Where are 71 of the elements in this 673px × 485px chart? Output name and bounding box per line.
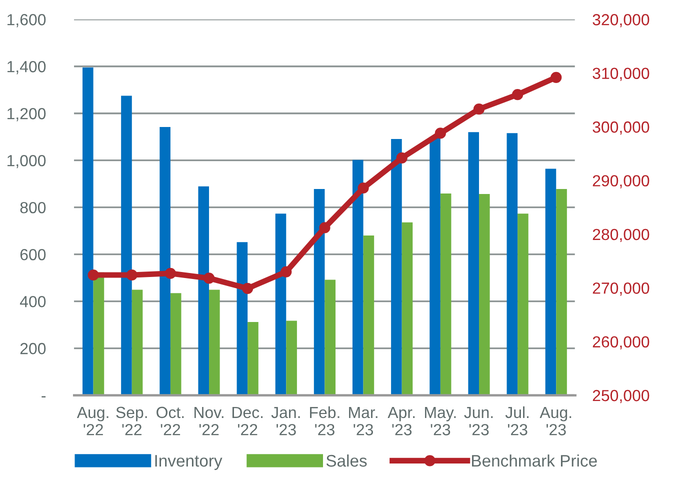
- x-tick-label: Dec. '22: [232, 406, 263, 436]
- bar: [121, 96, 132, 396]
- point: [126, 269, 138, 281]
- bar: [556, 189, 567, 396]
- x-tick-label: Jul. '23: [505, 406, 529, 436]
- point: [550, 72, 562, 83]
- bar: [440, 193, 452, 396]
- y-tick-label: 600: [20, 248, 46, 260]
- y2-tick-label: 290,000: [592, 175, 650, 188]
- point: [358, 182, 369, 194]
- bar: [170, 293, 182, 396]
- x-tick-label: Jun. '23: [464, 406, 493, 436]
- y2-tick-label: 300,000: [592, 121, 650, 135]
- x-tick-label: Nov. '22: [194, 406, 224, 436]
- y2-tick-label: 320,000: [592, 14, 650, 28]
- legend-label: Benchmark Price: [472, 454, 597, 467]
- y2-tick-label: 280,000: [592, 228, 650, 242]
- bar: [248, 322, 258, 396]
- bar: [352, 160, 364, 396]
- bar: [545, 168, 556, 396]
- x-tick-label: Sep. '22: [116, 406, 147, 436]
- bar: [132, 290, 143, 396]
- y2-tick-label: 250,000: [592, 390, 650, 404]
- point: [280, 266, 292, 278]
- bar: [82, 68, 94, 396]
- bar: [363, 236, 374, 396]
- x-tick-label: Mar. '23: [349, 406, 378, 436]
- bar: [286, 320, 297, 396]
- x-tick-label: Apr. '23: [388, 406, 415, 436]
- point: [473, 104, 485, 115]
- y-tick-label: 1,000: [8, 154, 46, 168]
- bar: [468, 132, 479, 396]
- point: [512, 89, 524, 100]
- point: [242, 282, 254, 294]
- bar: [236, 242, 248, 396]
- x-tick-label: Aug. '22: [76, 406, 108, 436]
- legend-label: Inventory: [155, 455, 222, 470]
- y-tick-label: 800: [20, 202, 46, 214]
- bar: [391, 138, 402, 396]
- bar: [402, 222, 413, 396]
- y2-tick-label: 260,000: [592, 336, 650, 350]
- bar: [198, 186, 210, 396]
- y-tick-label: -: [42, 396, 46, 398]
- y2-tick-label: 310,000: [592, 68, 650, 81]
- bar: [518, 214, 528, 396]
- point: [203, 272, 215, 284]
- point: [434, 128, 446, 139]
- point: [319, 222, 330, 234]
- y-tick-label: 200: [20, 342, 46, 354]
- y-tick-label: 400: [20, 296, 46, 308]
- bar: [430, 136, 440, 396]
- bar: [314, 189, 325, 396]
- x-tick-label: Jan. '23: [271, 406, 300, 436]
- bar: [160, 126, 170, 396]
- bar: [275, 214, 286, 396]
- bar: [324, 280, 336, 396]
- legend-label: Sales: [326, 454, 367, 467]
- y2-tick-label: 270,000: [592, 282, 650, 296]
- bar: [478, 194, 490, 396]
- bar: [506, 133, 518, 396]
- y-tick-label: 1,200: [8, 108, 46, 122]
- x-tick-label: May. '23: [425, 406, 456, 436]
- x-tick-label: Feb. '23: [310, 406, 340, 436]
- point: [88, 269, 99, 281]
- point: [396, 152, 408, 164]
- y-tick-label: 1,400: [8, 61, 46, 74]
- bar: [209, 290, 220, 396]
- y-tick-label: 1,600: [8, 14, 46, 28]
- x-tick-label: Aug. '23: [540, 406, 572, 436]
- point: [164, 268, 176, 279]
- x-tick-label: Oct. '22: [156, 406, 184, 436]
